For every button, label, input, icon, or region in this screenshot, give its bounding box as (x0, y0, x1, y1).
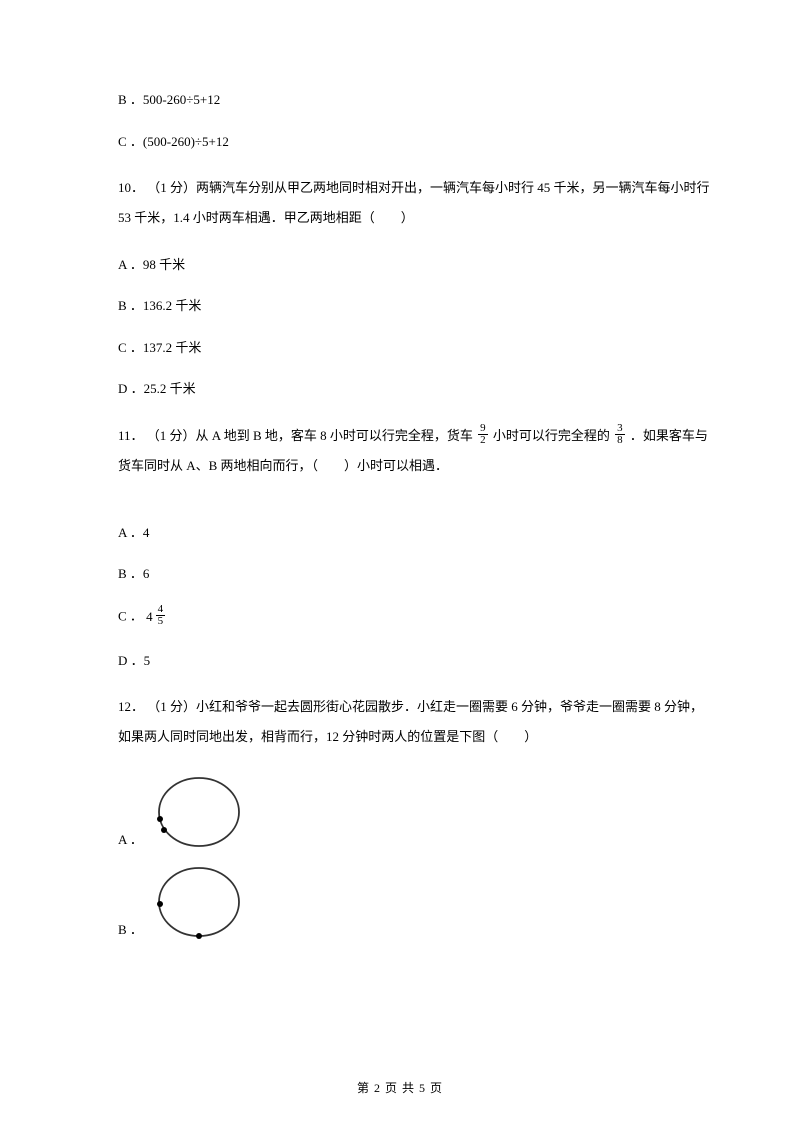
page-content: B ．500-260÷5+12 C ．(500-260)÷5+12 10． （1… (0, 0, 800, 942)
page-footer: 第 2 页 共 5 页 (0, 1079, 800, 1096)
q12-option-b: B ． (90, 864, 710, 942)
option-b-top: B ．500-260÷5+12 (90, 90, 710, 110)
question-10: 10． （1 分）两辆汽车分别从甲乙两地同时相对开出，一辆汽车每小时行 45 千… (90, 173, 710, 233)
fraction-4-5: 4 5 (156, 604, 166, 627)
q11-option-a: A ．4 (90, 523, 710, 543)
mixed-whole: 4 (146, 607, 153, 627)
mixed-fraction: 4 4 5 (146, 606, 167, 629)
frac-den: 2 (478, 435, 488, 446)
dot-b2 (196, 933, 202, 939)
q11-mid: 小时可以行完全程的 (493, 428, 613, 443)
q12-b-label: B ． (118, 919, 143, 942)
q11-option-d: D ．5 (90, 651, 710, 671)
fraction-3-8: 3 8 (615, 423, 625, 446)
circle-diagram-a (151, 774, 247, 852)
q11-prefix: 11． （1 分）从 A 地到 B 地，客车 8 小时可以行完全程，货车 (118, 428, 476, 443)
dot-b1 (157, 901, 163, 907)
q11-option-b: B ．6 (90, 564, 710, 584)
q10-option-b: B ．136.2 千米 (90, 296, 710, 316)
q12-option-a: A ． (90, 774, 710, 852)
question-12: 12． （1 分）小红和爷爷一起去圆形街心花园散步．小红走一圈需要 6 分钟，爷… (90, 692, 710, 752)
q10-option-c: C ．137.2 千米 (90, 338, 710, 358)
frac-den: 5 (156, 616, 166, 627)
q11-option-c: C ． 4 4 5 (90, 606, 710, 629)
option-c-top: C ．(500-260)÷5+12 (90, 132, 710, 152)
q11-c-label: C ． (118, 608, 143, 623)
circle-diagram-b (151, 864, 247, 942)
dot-a1 (157, 816, 163, 822)
dot-a2 (161, 827, 167, 833)
ellipse-b (159, 868, 239, 936)
frac-den: 8 (615, 435, 625, 446)
fraction-9-2: 9 2 (478, 423, 488, 446)
q10-option-a: A ．98 千米 (90, 255, 710, 275)
frac-num: 4 (156, 604, 166, 616)
question-11: 11． （1 分）从 A 地到 B 地，客车 8 小时可以行完全程，货车 9 2… (90, 421, 710, 481)
ellipse-a (159, 778, 239, 846)
q12-a-label: A ． (118, 829, 143, 852)
q10-option-d: D ．25.2 千米 (90, 379, 710, 399)
